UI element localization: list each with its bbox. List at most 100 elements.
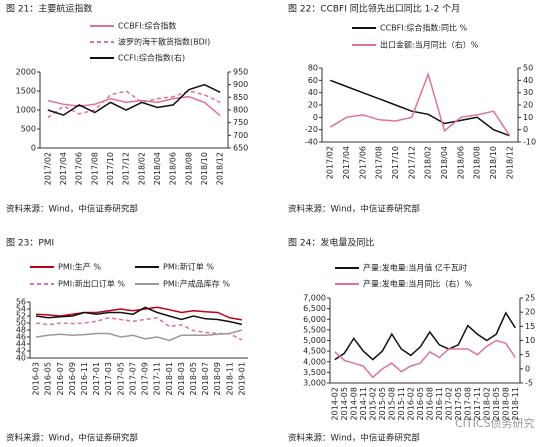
x-tick-label: 2017-05 bbox=[454, 387, 463, 420]
series-line bbox=[47, 90, 221, 119]
x-tick-label: 2018-03 bbox=[177, 362, 186, 395]
y-tick-label: 5,500 bbox=[303, 325, 326, 334]
x-tick-label: 2017/02 bbox=[326, 146, 335, 179]
y2-tick-label: 950 bbox=[233, 68, 248, 77]
x-tick-label: 2018/06 bbox=[169, 152, 178, 185]
series-line bbox=[35, 329, 243, 342]
x-tick-label: 2018-11 bbox=[225, 362, 234, 395]
x-tick-label: 2017/02 bbox=[43, 152, 52, 185]
x-tick-label: 2018/12 bbox=[216, 152, 225, 185]
series-line bbox=[35, 317, 243, 341]
x-tick-label: 2017-05 bbox=[116, 362, 125, 395]
y2-tick-label: 750 bbox=[233, 118, 248, 127]
y2-tick-label: 800 bbox=[233, 106, 248, 115]
legend-label: CCFI:综合指数(右) bbox=[118, 53, 185, 63]
y-tick-label: -40 bbox=[305, 138, 318, 147]
y-tick-label: 4,500 bbox=[303, 347, 326, 356]
x-tick-label: 2018/12 bbox=[505, 146, 514, 179]
x-tick-label: 2018-11 bbox=[511, 387, 520, 420]
y-tick-label: 50 bbox=[16, 319, 26, 328]
y2-tick-label: 650 bbox=[233, 144, 248, 153]
x-tick-label: 2019-01 bbox=[237, 362, 246, 395]
x-tick-label: 2018/08 bbox=[184, 152, 193, 185]
x-tick-label: 2018/10 bbox=[200, 152, 209, 185]
y2-tick-label: 850 bbox=[233, 93, 248, 102]
y-tick-label: 1500 bbox=[16, 87, 36, 96]
y2-tick-label: 10 bbox=[523, 113, 533, 122]
x-tick-label: 2014-02 bbox=[330, 387, 339, 420]
watermark: CITICS债务研究 bbox=[455, 416, 535, 430]
x-tick-label: 2017-02 bbox=[444, 387, 453, 420]
y2-tick-label: -10 bbox=[523, 138, 536, 147]
x-tick-label: 2018-08 bbox=[501, 387, 510, 420]
y-tick-label: 3,000 bbox=[303, 379, 326, 388]
y2-tick-label: 10 bbox=[525, 336, 535, 345]
legend-label: 出口金额:当月同比（右）% bbox=[380, 40, 479, 50]
y-tick-label: 7,000 bbox=[303, 294, 326, 303]
series-line bbox=[36, 306, 243, 321]
x-tick-label: 2017-07 bbox=[128, 362, 137, 395]
y-tick-label: 44 bbox=[16, 340, 26, 349]
x-tick-label: 2017/06 bbox=[358, 146, 367, 179]
x-tick-label: 2018/02 bbox=[137, 152, 146, 185]
x-tick-label: 2018/04 bbox=[440, 146, 449, 179]
x-tick-label: 2017-11 bbox=[473, 387, 482, 420]
series-line bbox=[35, 306, 243, 326]
chart-title: 图 23：PMI bbox=[6, 238, 54, 249]
x-tick-label: 2017-09 bbox=[141, 362, 150, 395]
source: 资料来源：Wind，中信证券研究部 bbox=[288, 433, 420, 444]
source: 资料来源：Wind，中信证券研究部 bbox=[288, 204, 420, 215]
legend-label: CCBFI:综合指数 bbox=[118, 21, 176, 31]
source: 资料来源：Wind，中信证券研究部 bbox=[6, 204, 138, 215]
y-tick-label: 60 bbox=[308, 76, 318, 85]
x-tick-label: 2015-02 bbox=[368, 387, 377, 420]
x-tick-label: 2016-08 bbox=[425, 387, 434, 420]
series-line bbox=[47, 83, 221, 116]
x-tick-label: 2016-05 bbox=[416, 387, 425, 420]
chart-title: 图 21：主要航运指数 bbox=[6, 3, 92, 15]
source: 资料来源：Wind，中信证券研究部 bbox=[6, 433, 138, 444]
y-tick-label: 6,500 bbox=[303, 304, 326, 313]
y-tick-label: -20 bbox=[305, 125, 318, 134]
x-tick-label: 2017/08 bbox=[375, 146, 384, 179]
x-tick-label: 2017/10 bbox=[391, 146, 400, 179]
y2-tick-label: 0 bbox=[525, 364, 530, 373]
y-tick-label: 1000 bbox=[16, 106, 36, 115]
x-tick-label: 2018-05 bbox=[189, 362, 198, 395]
y2-tick-label: -5 bbox=[525, 379, 533, 388]
legend-label: 产量:发电量:当月同比（右）% bbox=[363, 279, 472, 289]
y2-tick-label: 700 bbox=[233, 131, 248, 140]
x-tick-label: 2017-01 bbox=[92, 362, 101, 395]
y2-tick-label: 20 bbox=[523, 101, 533, 110]
y-tick-label: 5,000 bbox=[303, 336, 326, 345]
y2-tick-label: 50 bbox=[523, 64, 533, 73]
legend-label: PMI:新订单 % bbox=[163, 262, 214, 272]
y2-tick-label: 25 bbox=[525, 294, 535, 303]
x-tick-label: 2014-08 bbox=[349, 387, 358, 420]
y-tick-label: 6,000 bbox=[303, 315, 326, 324]
x-tick-label: 2018-09 bbox=[213, 362, 222, 395]
legend-label: PMI:产成品库存 % bbox=[163, 279, 230, 289]
x-tick-label: 2017/06 bbox=[75, 152, 84, 185]
x-tick-label: 2015-08 bbox=[387, 387, 396, 420]
x-tick-label: 2016-02 bbox=[406, 387, 415, 420]
x-tick-label: 2018/02 bbox=[424, 146, 433, 179]
x-tick-label: 2018/08 bbox=[473, 146, 482, 179]
series-line bbox=[334, 311, 516, 361]
y-tick-label: 54 bbox=[16, 305, 26, 314]
x-tick-label: 2016-09 bbox=[68, 362, 77, 395]
x-tick-label: 2016-03 bbox=[32, 362, 41, 395]
x-tick-label: 2014-11 bbox=[359, 387, 368, 420]
x-tick-label: 2017/12 bbox=[407, 146, 416, 179]
legend-label: 产量:发电量:当月值 亿千瓦时 bbox=[363, 263, 467, 273]
x-tick-label: 2015-11 bbox=[397, 387, 406, 420]
y2-tick-label: 30 bbox=[523, 88, 533, 97]
y-tick-label: 52 bbox=[16, 312, 26, 321]
x-tick-label: 2017-08 bbox=[463, 387, 472, 420]
y2-tick-label: 40 bbox=[523, 76, 533, 85]
y2-tick-label: 0 bbox=[523, 125, 528, 134]
y-tick-label: 80 bbox=[308, 64, 318, 73]
y2-tick-label: 15 bbox=[525, 322, 535, 331]
y-tick-label: 4,000 bbox=[303, 357, 326, 366]
chart-title: 图 24：发电量及同比 bbox=[288, 237, 374, 249]
